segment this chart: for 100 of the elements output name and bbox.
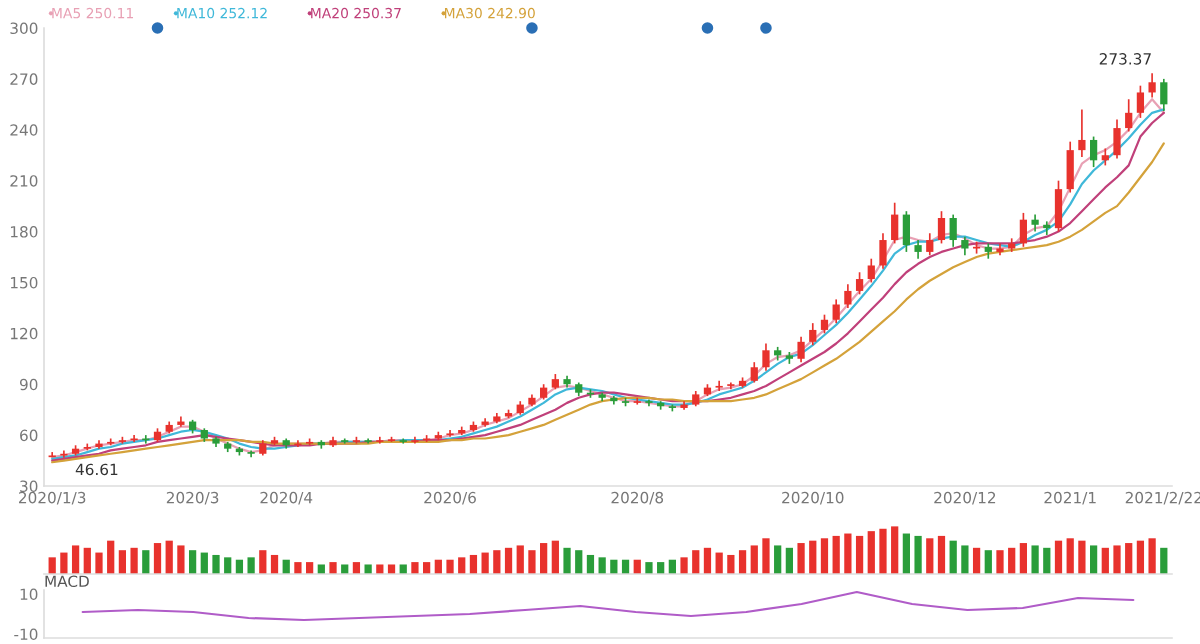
bar	[423, 562, 431, 574]
candlestick	[1125, 98, 1133, 133]
candlestick	[797, 335, 805, 364]
candlestick	[446, 429, 454, 438]
bar	[1113, 545, 1121, 574]
bar	[832, 535, 840, 574]
candlestick	[926, 232, 934, 257]
bar	[493, 550, 501, 574]
bar	[586, 554, 595, 574]
bar	[914, 535, 922, 574]
bar	[785, 547, 793, 574]
candlestick	[937, 210, 946, 245]
bar	[399, 564, 407, 574]
candlestick	[914, 239, 922, 260]
bar	[446, 559, 454, 574]
candlestick	[867, 257, 875, 284]
bar	[1008, 547, 1016, 574]
candlestick	[891, 201, 899, 245]
bar	[177, 545, 185, 574]
candlestick	[762, 342, 770, 372]
bar	[563, 547, 571, 574]
bar	[352, 562, 361, 574]
bar	[317, 564, 325, 574]
candlestick	[1136, 84, 1145, 119]
candlestick	[177, 415, 185, 428]
bar	[820, 538, 829, 574]
bar	[902, 533, 911, 574]
candlestick	[376, 435, 384, 445]
bar	[949, 540, 957, 574]
bar	[575, 550, 583, 574]
bar	[270, 554, 279, 574]
bar	[855, 535, 864, 574]
bar	[598, 557, 606, 574]
bar	[364, 564, 372, 574]
bar	[926, 538, 934, 574]
candlestick	[832, 298, 840, 324]
candlestick	[633, 396, 641, 406]
bar	[727, 554, 735, 574]
bar	[645, 562, 653, 574]
bar	[528, 550, 536, 574]
candlestick	[809, 322, 817, 347]
bar	[551, 540, 559, 574]
bar	[762, 538, 770, 574]
candlestick	[820, 313, 829, 335]
candlestick	[1066, 140, 1074, 194]
bar	[130, 547, 138, 574]
candlestick	[1089, 135, 1098, 168]
bar	[1136, 540, 1145, 574]
bar	[1078, 540, 1086, 574]
bar	[516, 545, 524, 574]
bar	[60, 552, 68, 574]
bar	[972, 547, 981, 574]
bar	[247, 557, 255, 574]
bar	[703, 547, 712, 574]
candlestick	[879, 232, 887, 270]
candlestick	[1113, 118, 1121, 160]
bar	[750, 545, 758, 574]
bar	[481, 552, 489, 574]
bar	[107, 540, 115, 574]
bar	[118, 550, 127, 574]
bar	[387, 564, 396, 574]
bar	[891, 526, 899, 574]
bar	[212, 554, 220, 574]
bar	[797, 543, 805, 574]
candlestick	[1054, 179, 1063, 233]
bar	[657, 562, 665, 574]
bar	[95, 552, 103, 574]
candlestick	[1019, 212, 1028, 248]
bar	[165, 540, 173, 574]
candlestick	[1148, 72, 1156, 99]
candlestick	[1078, 108, 1086, 158]
bar	[1101, 547, 1109, 574]
bar	[1043, 547, 1051, 574]
bar	[961, 545, 969, 574]
candlestick	[996, 242, 1004, 257]
bar	[984, 550, 992, 574]
bar	[188, 550, 197, 574]
bar	[259, 550, 267, 574]
bar	[458, 557, 466, 574]
bar	[738, 550, 747, 574]
bar	[142, 550, 150, 574]
bar	[692, 550, 700, 574]
bar	[1160, 547, 1168, 574]
bar	[937, 535, 946, 574]
candlestick	[645, 398, 653, 408]
bar	[1148, 538, 1156, 574]
bar	[1031, 545, 1039, 574]
bar	[1066, 538, 1074, 574]
bar	[1125, 543, 1133, 574]
bar	[224, 557, 232, 574]
bar	[680, 557, 688, 574]
bar	[83, 547, 91, 574]
bar	[504, 547, 513, 574]
line-series	[81, 590, 1135, 622]
candlestick	[961, 235, 969, 257]
candlestick	[855, 271, 864, 296]
candlestick	[750, 361, 758, 384]
bar	[294, 562, 302, 574]
bar	[774, 545, 782, 574]
bar	[844, 533, 852, 574]
